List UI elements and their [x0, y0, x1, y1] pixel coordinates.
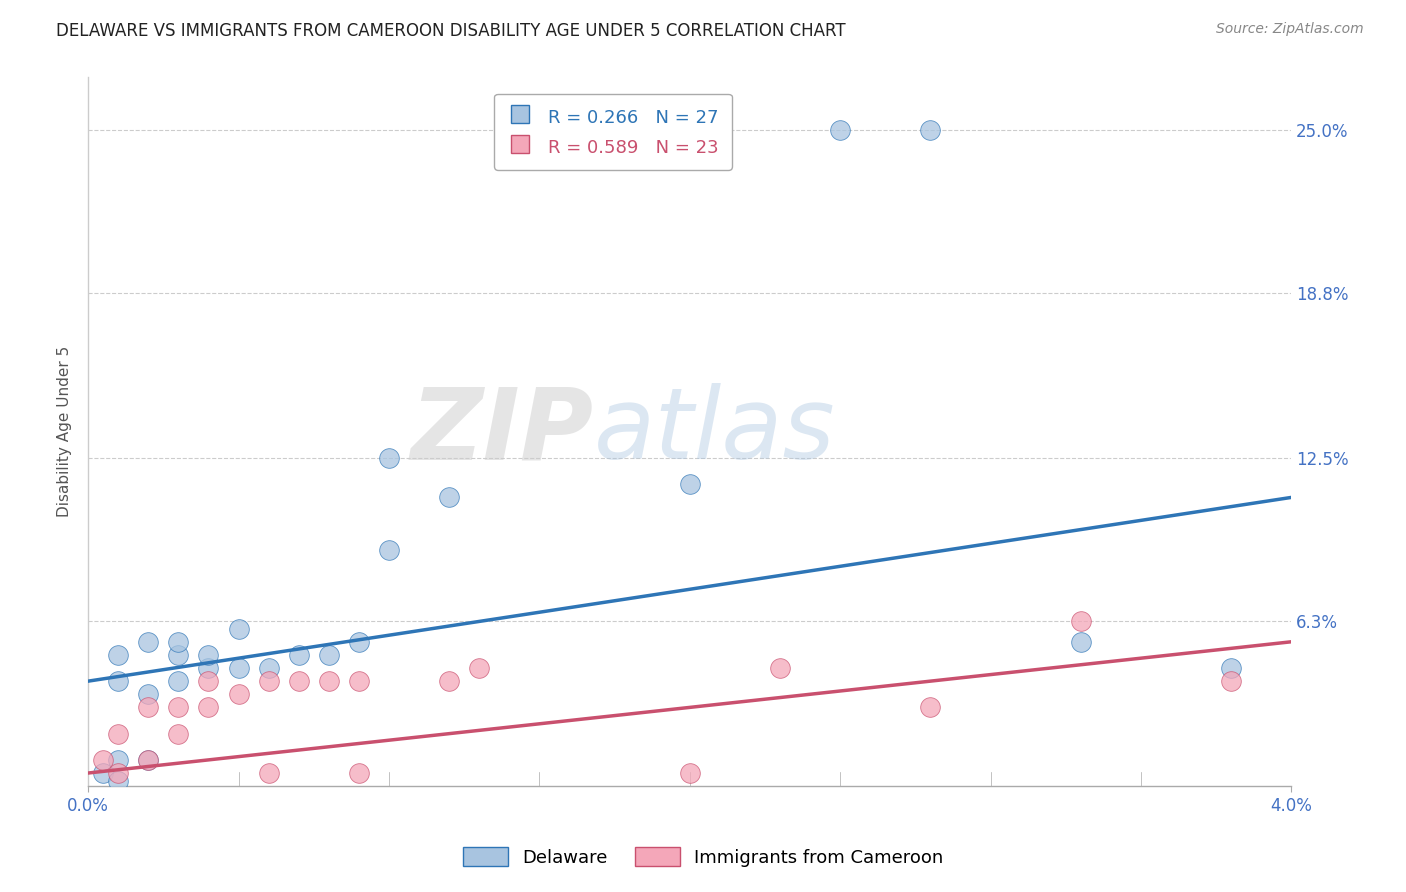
Point: [679, 766, 702, 780]
Point: [91, 753, 114, 767]
Point: [920, 123, 942, 137]
Point: [136, 700, 159, 714]
Point: [107, 766, 129, 780]
Point: [1070, 634, 1092, 648]
Legend: R = 0.266   N = 27, R = 0.589   N = 23: R = 0.266 N = 27, R = 0.589 N = 23: [495, 94, 731, 169]
Point: [228, 622, 250, 636]
Point: [167, 674, 190, 689]
Point: [437, 491, 460, 505]
Text: ZIP: ZIP: [411, 384, 593, 480]
Point: [287, 648, 309, 662]
Point: [228, 661, 250, 675]
Point: [378, 450, 401, 465]
Point: [920, 700, 942, 714]
Point: [769, 661, 792, 675]
Point: [197, 648, 219, 662]
Point: [167, 700, 190, 714]
Point: [91, 766, 114, 780]
Point: [107, 674, 129, 689]
Point: [347, 634, 370, 648]
Point: [257, 674, 280, 689]
Text: DELAWARE VS IMMIGRANTS FROM CAMEROON DISABILITY AGE UNDER 5 CORRELATION CHART: DELAWARE VS IMMIGRANTS FROM CAMEROON DIS…: [56, 22, 846, 40]
Text: atlas: atlas: [593, 384, 835, 480]
Point: [257, 661, 280, 675]
Point: [136, 634, 159, 648]
Point: [136, 753, 159, 767]
Point: [257, 766, 280, 780]
Point: [347, 766, 370, 780]
Point: [107, 753, 129, 767]
Point: [107, 648, 129, 662]
Point: [107, 773, 129, 788]
Point: [1220, 661, 1243, 675]
Point: [197, 661, 219, 675]
Point: [347, 674, 370, 689]
Point: [318, 648, 340, 662]
Point: [136, 753, 159, 767]
Point: [679, 477, 702, 491]
Point: [107, 726, 129, 740]
Point: [830, 123, 852, 137]
Point: [167, 648, 190, 662]
Point: [437, 674, 460, 689]
Legend: Delaware, Immigrants from Cameroon: Delaware, Immigrants from Cameroon: [456, 840, 950, 874]
Point: [167, 726, 190, 740]
Point: [1220, 674, 1243, 689]
Point: [287, 674, 309, 689]
Point: [136, 687, 159, 701]
Point: [468, 661, 491, 675]
Point: [197, 700, 219, 714]
Y-axis label: Disability Age Under 5: Disability Age Under 5: [58, 346, 72, 517]
Text: Source: ZipAtlas.com: Source: ZipAtlas.com: [1216, 22, 1364, 37]
Point: [318, 674, 340, 689]
Point: [167, 634, 190, 648]
Point: [1070, 614, 1092, 628]
Point: [197, 674, 219, 689]
Point: [228, 687, 250, 701]
Point: [378, 542, 401, 557]
